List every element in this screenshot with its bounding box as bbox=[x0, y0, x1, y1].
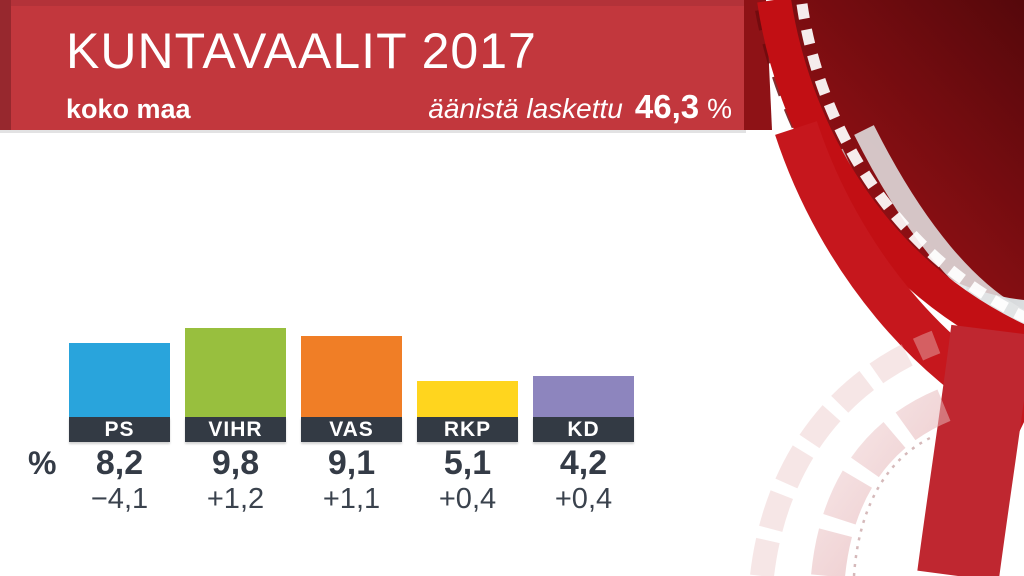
counted-votes: äänistä laskettu 46,3 % bbox=[428, 88, 738, 126]
party-label: PS bbox=[104, 417, 135, 441]
percent-axis-label: % bbox=[28, 445, 57, 481]
party-label-box-vihr: VIHR bbox=[185, 417, 286, 442]
banner-top-edge bbox=[0, 0, 746, 6]
banner-shadow bbox=[0, 130, 746, 133]
change-label-ps: −4,1 bbox=[90, 483, 149, 515]
decorative-wheel-graphic bbox=[744, 0, 1024, 576]
party-label: VAS bbox=[329, 417, 374, 441]
page-title: KUNTAVAALIT 2017 bbox=[66, 23, 537, 79]
party-label: KD bbox=[567, 417, 600, 441]
party-label: RKP bbox=[443, 417, 492, 441]
value-label-kd: 4,2 bbox=[559, 444, 608, 482]
bar-vas bbox=[301, 336, 402, 417]
counted-unit: % bbox=[707, 93, 732, 124]
banner-subrow: koko maa äänistä laskettu 46,3 % bbox=[66, 88, 738, 126]
bar-rkp bbox=[417, 381, 518, 417]
party-label-box-kd: KD bbox=[533, 417, 634, 442]
bar-kd bbox=[533, 376, 634, 417]
value-label-ps: 8,2 bbox=[95, 444, 144, 482]
party-label: VIHR bbox=[208, 417, 263, 441]
region-label: koko maa bbox=[66, 94, 191, 124]
value-label-rkp: 5,1 bbox=[443, 444, 492, 482]
party-label-box-rkp: RKP bbox=[417, 417, 518, 442]
banner-left-edge bbox=[0, 0, 11, 130]
bar-chart: % PS 8,2 −4,1 VIHR 9,8 +1,2 VAS 9,1 +1,1 RKP 5,1 +0… bbox=[28, 328, 634, 515]
change-label-vihr: +1,2 bbox=[206, 483, 265, 515]
change-label-vas: +1,1 bbox=[322, 483, 381, 515]
value-label-vihr: 9,8 bbox=[211, 444, 260, 482]
change-label-kd: +0,4 bbox=[554, 483, 613, 515]
header-banner: KUNTAVAALIT 2017 koko maa äänistä lasket… bbox=[0, 0, 746, 130]
party-label-box-ps: PS bbox=[69, 417, 170, 442]
counted-value: 46,3 bbox=[634, 88, 700, 125]
change-label-rkp: +0,4 bbox=[438, 483, 497, 515]
party-label-box-vas: VAS bbox=[301, 417, 402, 442]
counted-label: äänistä laskettu bbox=[428, 93, 623, 124]
bar-ps bbox=[69, 343, 170, 417]
value-label-vas: 9,1 bbox=[327, 444, 376, 482]
bar-vihr bbox=[185, 328, 286, 417]
